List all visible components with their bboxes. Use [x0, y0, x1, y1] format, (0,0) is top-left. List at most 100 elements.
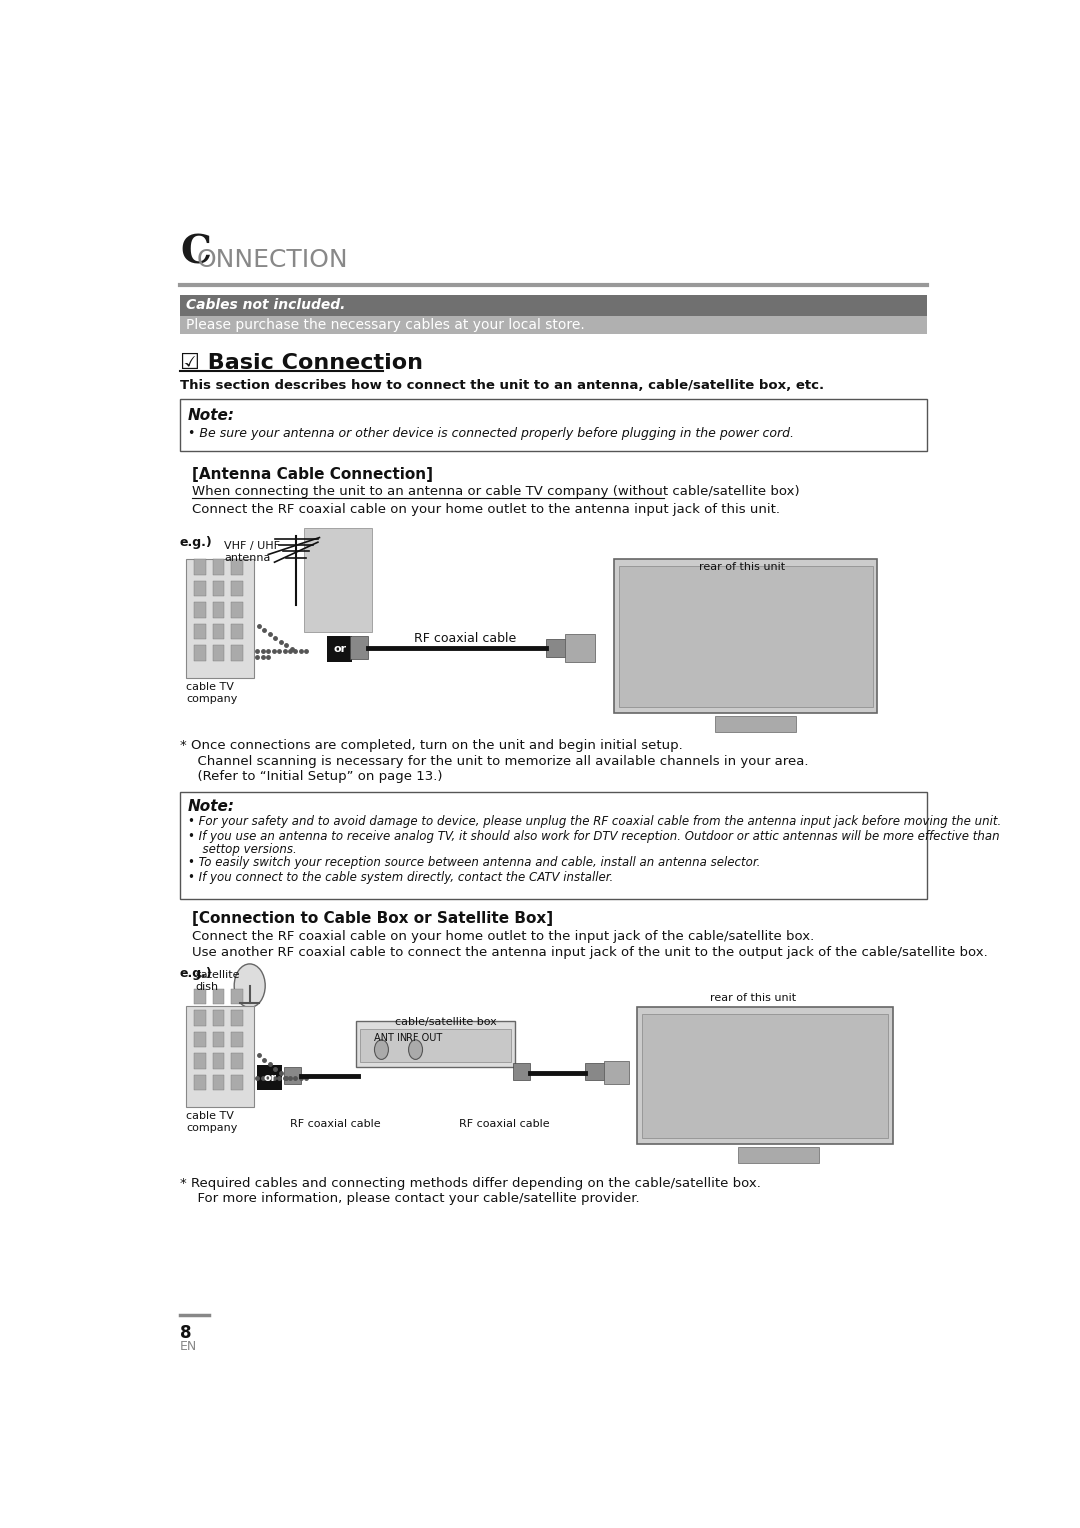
Bar: [284, 1068, 301, 1085]
Text: Note:: Note:: [188, 408, 234, 423]
Bar: [186, 559, 255, 678]
Bar: [327, 636, 352, 662]
Text: satellite
dish: satellite dish: [195, 970, 240, 992]
Text: C: C: [180, 234, 211, 272]
Text: RF OUT: RF OUT: [406, 1033, 443, 1042]
Text: • For your safety and to avoid damage to device, please unplug the RF coaxial ca: • For your safety and to avoid damage to…: [188, 814, 1001, 828]
Bar: [738, 1148, 820, 1163]
Text: Channel scanning is necessary for the unit to memorize all available channels in: Channel scanning is necessary for the un…: [189, 755, 809, 767]
Text: e.g.): e.g.): [180, 536, 213, 549]
Text: 8: 8: [180, 1325, 191, 1343]
Bar: [194, 602, 205, 617]
Text: RF coaxial cable: RF coaxial cable: [459, 1118, 550, 1129]
Bar: [194, 581, 205, 596]
Text: or: or: [264, 1073, 276, 1083]
Bar: [180, 295, 927, 316]
Bar: [257, 1065, 282, 1091]
Bar: [231, 1053, 243, 1070]
Text: cable TV
company: cable TV company: [186, 683, 238, 704]
Bar: [356, 1021, 515, 1068]
Text: Please purchase the necessary cables at your local store.: Please purchase the necessary cables at …: [186, 318, 585, 332]
FancyBboxPatch shape: [180, 792, 927, 900]
Bar: [231, 559, 243, 575]
Bar: [231, 602, 243, 617]
Text: * Required cables and connecting methods differ depending on the cable/satellite: * Required cables and connecting methods…: [180, 1177, 760, 1190]
Text: ANT IN: ANT IN: [374, 1033, 407, 1042]
Bar: [213, 1031, 225, 1047]
Text: (Refer to “Initial Setup” on page 13.): (Refer to “Initial Setup” on page 13.): [189, 770, 443, 782]
Bar: [213, 1076, 225, 1091]
Bar: [186, 1005, 255, 1108]
Text: Note:: Note:: [188, 799, 234, 814]
Text: • Be sure your antenna or other device is connected properly before plugging in : • Be sure your antenna or other device i…: [188, 426, 794, 440]
Bar: [584, 1063, 606, 1080]
Text: When connecting the unit to an antenna or cable TV company (without cable/satell: When connecting the unit to an antenna o…: [191, 486, 799, 498]
Bar: [213, 602, 225, 617]
Bar: [180, 316, 927, 335]
Bar: [213, 1053, 225, 1070]
Text: [Connection to Cable Box or Satellite Box]: [Connection to Cable Box or Satellite Bo…: [191, 911, 553, 926]
Bar: [613, 559, 877, 714]
Bar: [350, 636, 367, 659]
Bar: [231, 645, 243, 660]
Text: rear of this unit: rear of this unit: [699, 562, 785, 571]
Text: RF coaxial cable: RF coaxial cable: [414, 631, 516, 645]
Text: e.g.): e.g.): [180, 967, 213, 981]
Bar: [231, 1031, 243, 1047]
Bar: [194, 1053, 205, 1070]
Bar: [513, 1063, 530, 1080]
Bar: [360, 1028, 511, 1062]
Text: Use another RF coaxial cable to connect the antenna input jack of the unit to th: Use another RF coaxial cable to connect …: [191, 946, 987, 958]
Bar: [213, 645, 225, 660]
Text: settop versions.: settop versions.: [195, 843, 297, 856]
Bar: [545, 639, 567, 657]
Text: ONNECTION: ONNECTION: [197, 248, 349, 272]
Text: or: or: [333, 645, 347, 654]
Text: [Antenna Cable Connection]: [Antenna Cable Connection]: [191, 466, 433, 481]
Bar: [194, 1076, 205, 1091]
Bar: [303, 529, 373, 631]
Text: RF coaxial cable: RF coaxial cable: [291, 1118, 380, 1129]
Text: • If you use an antenna to receive analog TV, it should also work for DTV recept: • If you use an antenna to receive analo…: [188, 830, 999, 843]
Bar: [565, 634, 595, 662]
Bar: [604, 1060, 629, 1085]
Bar: [231, 623, 243, 639]
Text: • To easily switch your reception source between antenna and cable, install an a: • To easily switch your reception source…: [188, 856, 760, 869]
Bar: [194, 645, 205, 660]
Bar: [642, 1013, 888, 1138]
Text: Connect the RF coaxial cable on your home outlet to the input jack of the cable/: Connect the RF coaxial cable on your hom…: [191, 931, 814, 943]
Text: cable/satellite box: cable/satellite box: [394, 1016, 497, 1027]
Bar: [715, 717, 796, 732]
Text: rear of this unit: rear of this unit: [710, 993, 796, 1004]
Text: VHF / UHF
antenna: VHF / UHF antenna: [225, 541, 280, 562]
Text: Connect the RF coaxial cable on your home outlet to the antenna input jack of th: Connect the RF coaxial cable on your hom…: [191, 503, 780, 516]
Bar: [213, 581, 225, 596]
Bar: [194, 1031, 205, 1047]
Text: EN: EN: [180, 1340, 198, 1352]
Bar: [213, 559, 225, 575]
Bar: [194, 559, 205, 575]
Bar: [194, 623, 205, 639]
Bar: [213, 989, 225, 1004]
Text: For more information, please contact your cable/satellite provider.: For more information, please contact you…: [189, 1192, 639, 1206]
Bar: [213, 623, 225, 639]
Bar: [194, 989, 205, 1004]
Text: cable TV
company: cable TV company: [186, 1111, 238, 1132]
Bar: [213, 1010, 225, 1025]
Bar: [637, 1007, 893, 1144]
Bar: [231, 581, 243, 596]
Text: • If you connect to the cable system directly, contact the CATV installer.: • If you connect to the cable system dir…: [188, 871, 613, 885]
Bar: [619, 565, 873, 706]
Text: Cables not included.: Cables not included.: [186, 298, 346, 312]
FancyBboxPatch shape: [180, 399, 927, 451]
Text: This section describes how to connect the unit to an antenna, cable/satellite bo: This section describes how to connect th…: [180, 379, 824, 393]
Circle shape: [408, 1041, 422, 1059]
Bar: [231, 989, 243, 1004]
Circle shape: [375, 1041, 389, 1059]
Circle shape: [234, 964, 266, 1007]
Bar: [231, 1010, 243, 1025]
Bar: [194, 1010, 205, 1025]
Text: * Once connections are completed, turn on the unit and begin initial setup.: * Once connections are completed, turn o…: [180, 740, 683, 752]
Bar: [231, 1076, 243, 1091]
Text: ☑ Basic Connection: ☑ Basic Connection: [180, 353, 423, 373]
